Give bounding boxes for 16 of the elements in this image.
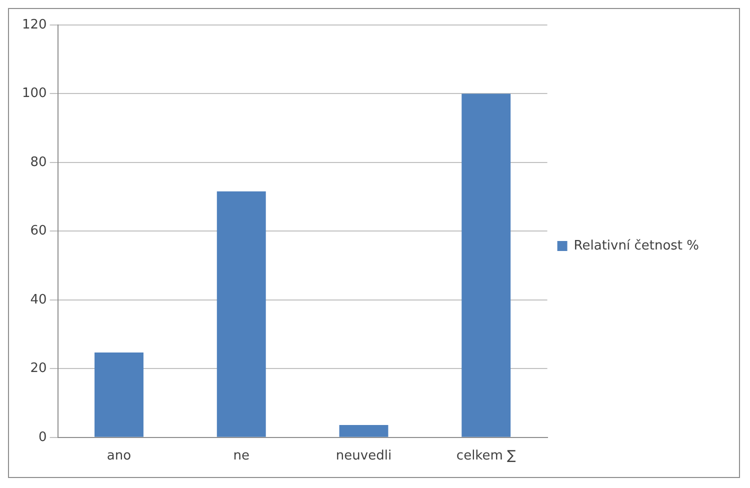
y-tick-label: 80: [30, 154, 47, 170]
bar: [462, 94, 511, 437]
y-tick-label: 60: [30, 224, 47, 239]
bar: [94, 352, 144, 437]
legend-label: Relativní četnost %: [574, 238, 699, 254]
y-tick-label: 120: [22, 17, 47, 32]
y-tick-label: 20: [30, 361, 47, 376]
x-tick-label: ano: [106, 448, 132, 464]
bar: [216, 191, 266, 437]
x-tick-label: neuvedli: [336, 448, 392, 464]
y-tick-label: 100: [22, 86, 47, 102]
y-tick-label: 40: [30, 292, 47, 308]
bar: [339, 425, 388, 437]
x-tick-label: celkem ∑: [456, 448, 516, 464]
y-tick-label: 0: [38, 430, 47, 445]
x-tick-label: ne: [233, 448, 250, 464]
